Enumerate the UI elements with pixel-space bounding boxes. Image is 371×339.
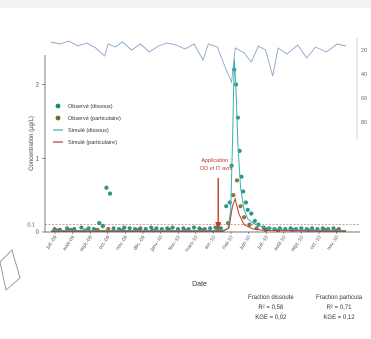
data-point xyxy=(263,227,268,232)
annotation-text: DD et IT avril xyxy=(200,166,232,172)
x-tick-label: févr.-10 xyxy=(167,235,182,252)
legend-label: Observé (dissous) xyxy=(68,104,113,110)
x-tick-label: déc.-09 xyxy=(132,235,147,252)
rain-tick-label: 80 xyxy=(361,120,367,126)
x-tick-label: juil.-09 xyxy=(45,235,59,252)
data-point xyxy=(111,226,116,231)
data-point xyxy=(299,226,304,231)
x-tick-label: nov.-09 xyxy=(115,235,129,252)
x-tick-label: sept.-09 xyxy=(79,235,94,253)
data-point xyxy=(218,226,223,231)
series-line xyxy=(51,58,347,232)
annotation: Application : DD et IT avril xyxy=(200,158,232,230)
data-point xyxy=(100,224,105,229)
rain-tick-label: 20 xyxy=(361,48,367,54)
stats-dissous-kge: KGE = 0,02 xyxy=(255,315,287,321)
data-point xyxy=(243,200,249,205)
data-point xyxy=(234,178,240,183)
corner-shape xyxy=(0,249,21,291)
legend-label: Simulé (particulaire) xyxy=(68,140,117,146)
stats-dissous: Fraction dissoute R² = 0,58 KGE = 0,02 xyxy=(248,293,294,323)
stats-particulaire-r2: R² = 0,71 xyxy=(326,305,352,311)
x-tick-label: mai-10 xyxy=(221,235,235,251)
x-tick-label: sept.-10 xyxy=(290,235,305,253)
data-point xyxy=(154,226,159,231)
data-point xyxy=(231,193,236,198)
rainfall-layer: 20 40 60 80 xyxy=(50,38,367,140)
data-point xyxy=(64,226,70,231)
data-point xyxy=(235,115,240,120)
stats-dissous-r2: R² = 0,58 xyxy=(258,305,284,311)
y-tick-label: 1 xyxy=(36,156,40,162)
y-axis-label: Concentration (µg/L) xyxy=(29,116,35,171)
annotation-arrow-head xyxy=(215,222,222,230)
data-point xyxy=(331,226,336,231)
axes-layer: 0 1 2 0.1 Concentration (µg/L) juil.-09 août-0… xyxy=(27,55,360,288)
legend-marker xyxy=(55,115,61,121)
data-point xyxy=(170,225,175,230)
legend-marker xyxy=(55,103,61,109)
x-tick-label: mars-10 xyxy=(184,235,200,254)
x-tick-label: juin-10 xyxy=(238,235,252,252)
y-tick-label: 2 xyxy=(36,83,40,89)
legend-label: Observé (particulaire) xyxy=(68,116,121,122)
rainfall-line xyxy=(50,40,347,84)
x-tick-label: nov.-10 xyxy=(326,235,340,252)
stats-particulaire: Fraction particula R² = 0,71 KGE = 0,12 xyxy=(316,293,362,323)
data-point xyxy=(107,191,113,196)
x-tick-label: juil.-10 xyxy=(256,235,270,252)
data-point xyxy=(97,221,102,226)
data-point xyxy=(191,225,197,230)
x-tick-label: avr.-10 xyxy=(203,235,217,251)
data-point xyxy=(238,204,243,209)
data-point xyxy=(86,226,91,231)
data-point xyxy=(247,222,252,227)
x-axis-label: Date xyxy=(192,281,207,288)
stats-particulaire-title: Fraction particula xyxy=(316,295,363,301)
data-point xyxy=(104,185,109,190)
data-point xyxy=(252,218,257,224)
data-point xyxy=(208,226,213,231)
stats-particulaire-kge: KGE = 0,12 xyxy=(323,315,355,321)
y-tick-label: 0 xyxy=(36,230,40,236)
data-point xyxy=(309,226,315,231)
rain-tick-label: 40 xyxy=(361,72,367,78)
data-point xyxy=(127,226,132,231)
data-point xyxy=(242,215,247,220)
data-layer xyxy=(51,58,347,233)
legend-label: Simulé (dissous) xyxy=(68,128,109,134)
rain-tick-label: 60 xyxy=(361,96,367,102)
x-tick-label: août-10 xyxy=(273,235,288,253)
data-point xyxy=(224,204,229,209)
data-point xyxy=(245,207,250,212)
data-point xyxy=(79,225,84,230)
x-tick-label: janv.-10 xyxy=(149,235,165,254)
data-point xyxy=(241,189,246,194)
reference-label: 0.1 xyxy=(27,223,35,229)
x-tick-label: oct.-10 xyxy=(309,235,323,251)
data-point xyxy=(249,211,254,216)
x-tick-label: oct.-09 xyxy=(98,235,112,251)
x-tick-label: août-09 xyxy=(62,235,77,253)
stats-dissous-title: Fraction dissoute xyxy=(248,295,294,301)
top-margin xyxy=(0,0,371,8)
annotation-text: Application : xyxy=(201,158,231,164)
series-line xyxy=(51,197,347,232)
legend: Observé (dissous) Observé (particulaire) S… xyxy=(53,103,121,146)
